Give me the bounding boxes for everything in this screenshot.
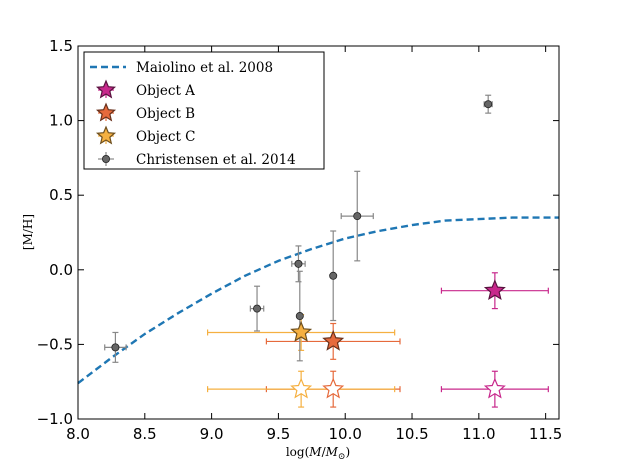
legend-label: Maiolino et al. 2008 xyxy=(136,60,273,76)
object-b-open-star xyxy=(322,377,345,399)
tick-layer: 8.0 8.5 9.0 9.5 10.0 10.5 11.0 11.5 −1.0 −0.5 0.0 0… xyxy=(37,37,563,443)
legend-label: Object B xyxy=(136,106,195,122)
x-tick-label: 10.5 xyxy=(395,425,428,443)
legend-marker-christensen-et-al-2014 xyxy=(102,154,111,163)
curve-layer xyxy=(77,216,559,385)
y-tick-label: 0.5 xyxy=(49,186,73,204)
legend-box xyxy=(83,51,325,170)
legend-marker-object-b xyxy=(95,102,117,122)
legend-label: Object A xyxy=(136,83,195,99)
marker-layer xyxy=(111,100,506,399)
x-tick-label: 10.0 xyxy=(329,425,362,443)
y-axis-title: [M/H] xyxy=(21,214,35,250)
object-c-star xyxy=(290,320,313,342)
x-tick-label: 11.5 xyxy=(529,425,562,443)
y-tick-label: −0.5 xyxy=(37,335,73,353)
legend: Maiolino et al. 2008 Object A Object B Obje… xyxy=(83,51,325,170)
y-tick-label: 1.5 xyxy=(49,37,73,55)
legend-marker-object-c xyxy=(95,125,117,145)
object-c-open-star xyxy=(290,377,313,399)
x-tick-label: 8.0 xyxy=(66,425,90,443)
christensen-point xyxy=(484,100,493,109)
legend-label: Object C xyxy=(136,129,196,145)
christensen-point xyxy=(295,312,304,321)
maiolino-curve xyxy=(77,216,559,385)
x-tick-label: 9.5 xyxy=(266,425,290,443)
plot-frame xyxy=(77,45,560,420)
y-tick-label: 1.0 xyxy=(49,112,73,130)
christensen-point xyxy=(111,343,120,352)
christensen-point xyxy=(294,259,303,268)
legend-marker-object-a xyxy=(95,79,117,99)
legend-label: Christensen et al. 2014 xyxy=(136,152,296,168)
y-tick-label: −1.0 xyxy=(37,410,73,428)
christensen-point xyxy=(253,304,262,313)
x-tick-label: 8.5 xyxy=(133,425,157,443)
object-a-star xyxy=(483,279,506,301)
object-b-star xyxy=(322,329,345,351)
object-a-open-star xyxy=(483,377,506,399)
christensen-point xyxy=(329,271,338,280)
y-tick-label: 0.0 xyxy=(49,261,73,279)
x-tick-label: 11.0 xyxy=(462,425,495,443)
christensen-point xyxy=(353,212,362,221)
x-axis-title: log(M/M⊙) xyxy=(286,445,350,462)
x-tick-label: 9.0 xyxy=(200,425,224,443)
